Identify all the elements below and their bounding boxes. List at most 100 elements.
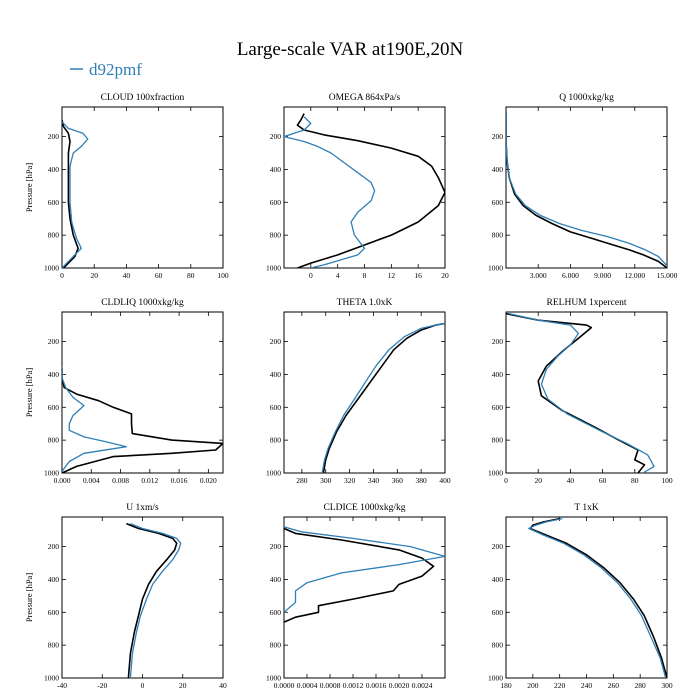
x-tick-label: 0	[309, 271, 313, 280]
x-tick-label: 400	[439, 476, 451, 485]
y-tick-label: 800	[48, 641, 60, 650]
panel-2: OMEGA 864xPa/s 200 400 600 800 1000 0 4 8 12 16 20	[266, 93, 449, 280]
series-line-reference	[284, 527, 435, 623]
y-tick-label: 1000	[488, 264, 503, 273]
plot-frame	[61, 311, 224, 474]
x-tick-label: 280	[296, 476, 308, 485]
x-tick-label: 80	[631, 476, 639, 485]
panel-3: Q 1000xkg/kg 200 400 600 800 1000 3.000 6.000 9.…	[488, 93, 678, 280]
panel-title: CLOUD 100xfraction	[101, 92, 185, 103]
y-tick-label: 800	[48, 436, 60, 445]
y-tick-label: 600	[270, 198, 282, 207]
x-tick-label: 0.008	[112, 476, 129, 485]
y-tick-label: 800	[492, 231, 504, 240]
series-line-reference	[126, 522, 178, 678]
x-tick-label: 340	[368, 476, 380, 485]
x-tick-label: 0.016	[171, 476, 188, 485]
plot-frame	[505, 106, 668, 269]
y-tick-label: 800	[270, 641, 282, 650]
panel-5: THETA 1.0xK 200 400 600 800 1000 280 300 320 340 3…	[266, 298, 451, 485]
x-tick-label: 0.012	[141, 476, 158, 485]
x-tick-label: 0.0016	[366, 681, 387, 690]
legend-label: d92pmf	[89, 60, 142, 79]
y-tick-label: 1000	[488, 674, 503, 683]
y-tick-label: 1000	[266, 264, 281, 273]
y-tick-label: 200	[270, 132, 282, 141]
x-tick-label: 200	[527, 681, 539, 690]
x-tick-label: 0.020	[200, 476, 217, 485]
x-tick-label: 60	[155, 271, 163, 280]
x-tick-label: 380	[416, 476, 428, 485]
panel-title: U 1xm/s	[126, 503, 159, 513]
y-tick-label: 1000	[44, 264, 59, 273]
x-tick-label: 9.000	[594, 271, 611, 280]
series-line-model	[506, 111, 667, 267]
x-tick-label: -20	[97, 681, 107, 690]
y-tick-label: 400	[492, 370, 504, 379]
series-line-model	[62, 366, 128, 472]
y-tick-label: 400	[270, 165, 282, 174]
x-tick-label: 40	[123, 271, 131, 280]
y-tick-label: 800	[48, 231, 60, 240]
figure-title: Large-scale VAR at190E,20N	[237, 39, 464, 60]
y-tick-label: 600	[492, 198, 504, 207]
plot-frame	[505, 311, 668, 474]
x-tick-label: 3.000	[530, 271, 547, 280]
y-tick-label: 200	[492, 337, 504, 346]
x-tick-label: 0.004	[83, 476, 100, 485]
series-line-reference	[322, 322, 445, 473]
plot-frame	[61, 106, 224, 269]
x-tick-label: 300	[320, 476, 332, 485]
x-tick-label: 360	[392, 476, 404, 485]
series-line-reference	[529, 517, 667, 678]
panel-title: Q 1000xkg/kg	[559, 93, 614, 103]
y-axis-label: Pressure [hPa]	[24, 573, 34, 623]
x-tick-label: 0	[141, 681, 145, 690]
x-tick-label: 0	[60, 271, 64, 280]
x-tick-label: 0	[504, 476, 508, 485]
x-tick-label: 20	[179, 681, 187, 690]
series-line-reference	[506, 111, 667, 268]
x-tick-label: 20	[90, 271, 98, 280]
panel-title: THETA 1.0xK	[337, 298, 393, 308]
y-tick-label: 600	[492, 608, 504, 617]
y-tick-label: 600	[48, 198, 60, 207]
series-line-reference	[296, 113, 445, 268]
x-tick-label: -40	[57, 681, 67, 690]
y-tick-label: 600	[48, 608, 60, 617]
y-tick-label: 800	[492, 436, 504, 445]
y-tick-label: 600	[270, 403, 282, 412]
y-tick-label: 800	[270, 231, 282, 240]
y-tick-label: 400	[48, 575, 60, 584]
y-tick-label: 200	[492, 132, 504, 141]
series-line-model	[284, 116, 376, 268]
x-tick-label: 100	[217, 271, 229, 280]
x-tick-label: 0.0004	[297, 681, 318, 690]
x-tick-label: 20	[534, 476, 542, 485]
y-tick-label: 1000	[266, 674, 281, 683]
plot-frame	[505, 516, 668, 679]
series-line-model	[129, 522, 182, 678]
series-line-reference	[62, 367, 223, 473]
x-tick-label: 40	[219, 681, 227, 690]
x-tick-label: 0.0008	[320, 681, 341, 690]
y-tick-label: 400	[48, 165, 60, 174]
y-tick-label: 200	[270, 337, 282, 346]
x-tick-label: 6.000	[562, 271, 579, 280]
y-tick-label: 400	[270, 370, 282, 379]
x-tick-label: 280	[635, 681, 647, 690]
x-tick-label: 4	[336, 271, 340, 280]
legend: d92pmf	[70, 60, 142, 79]
x-tick-label: 40	[567, 476, 575, 485]
x-tick-label: 80	[187, 271, 195, 280]
panel-title: T 1xK	[574, 503, 599, 513]
y-tick-label: 600	[492, 403, 504, 412]
y-tick-label: 1000	[44, 469, 59, 478]
plot-frame	[283, 311, 446, 474]
series-line-model	[528, 517, 667, 678]
